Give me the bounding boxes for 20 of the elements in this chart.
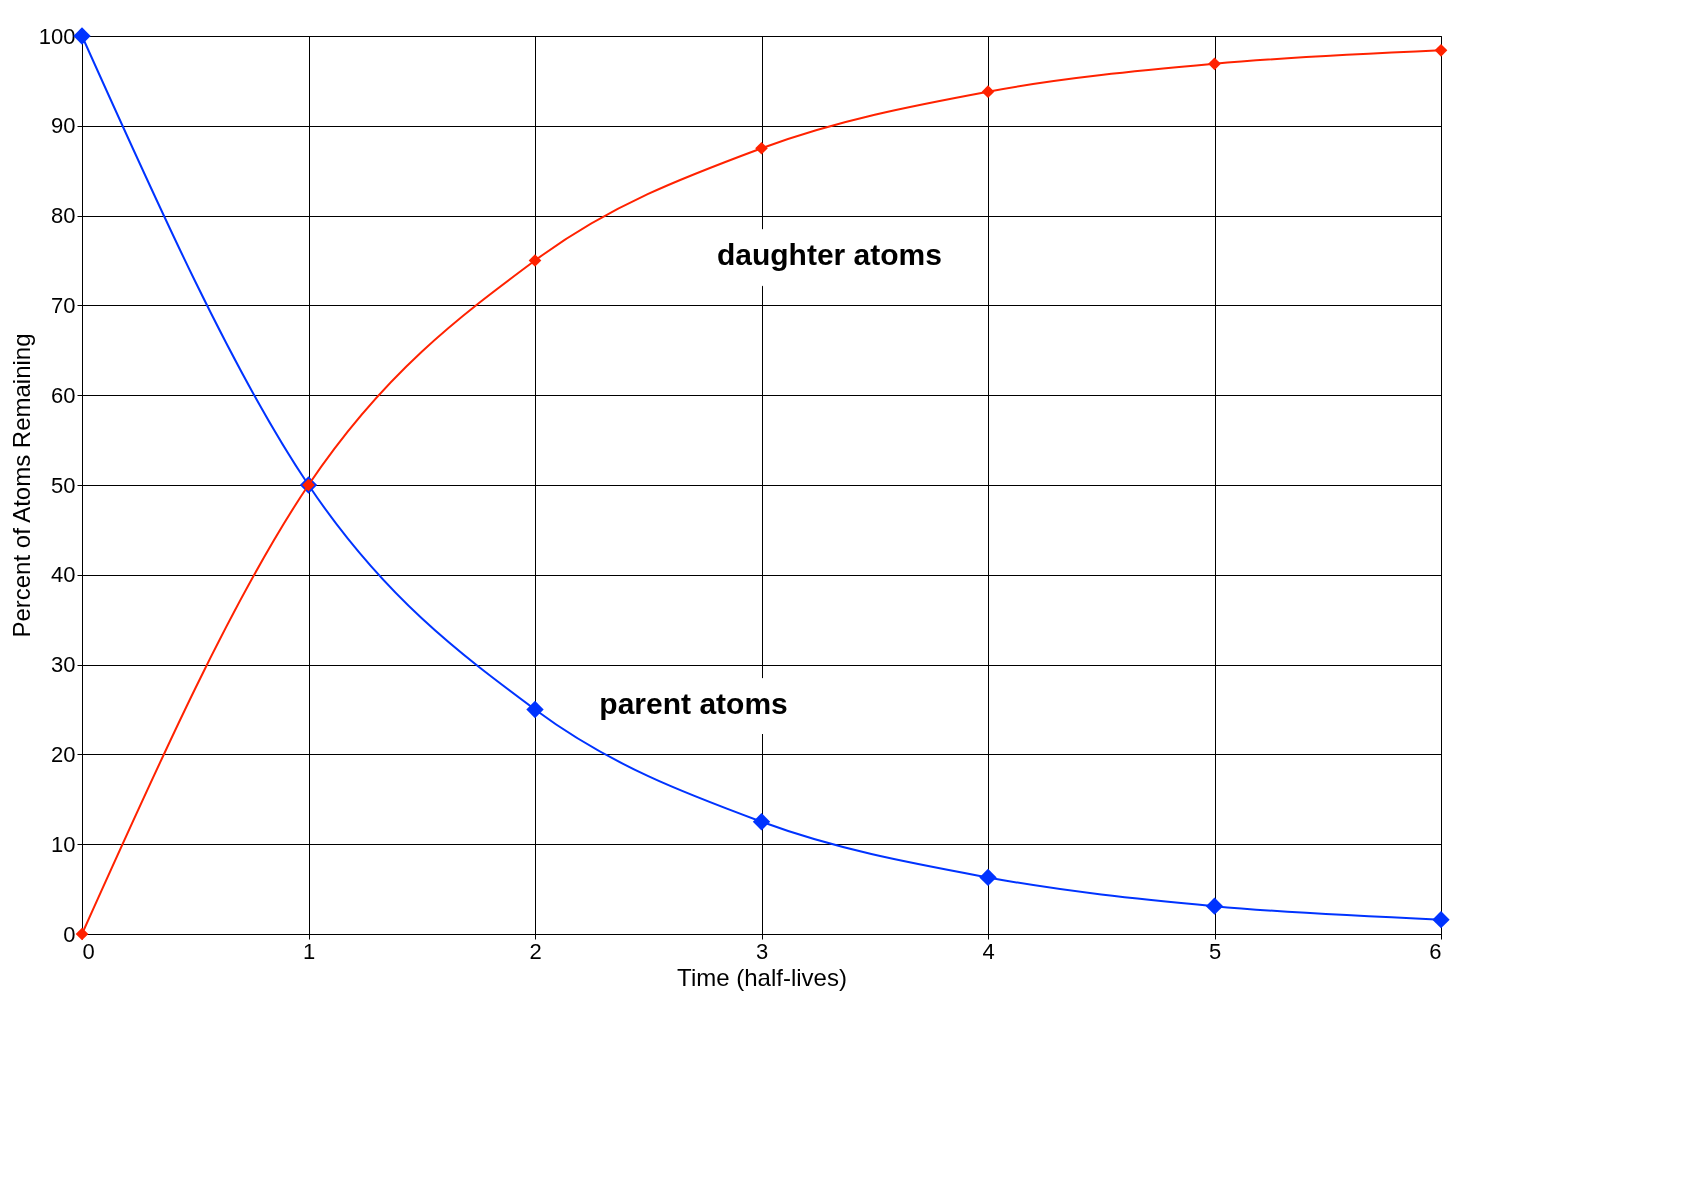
x-tick-label: 6 — [1429, 938, 1442, 964]
y-tick-label: 20 — [51, 741, 76, 767]
y-tick-label: 100 — [38, 23, 76, 49]
x-tick-label: 2 — [529, 938, 542, 964]
y-tick-label: 40 — [51, 562, 76, 588]
x-axis-title: Time (half-lives) — [677, 963, 847, 991]
y-tick-label: 80 — [51, 203, 76, 229]
x-tick-label: 4 — [982, 938, 995, 964]
y-tick-label: 70 — [51, 292, 76, 318]
y-tick-label: 90 — [51, 113, 76, 139]
y-tick-label: 60 — [51, 382, 76, 408]
x-tick-label: 1 — [302, 938, 316, 964]
x-tick-label: 3 — [755, 938, 769, 964]
y-tick-label: 50 — [51, 472, 76, 498]
y-axis-title: Percent of Atoms Remaining — [7, 333, 35, 638]
x-tick-label: 0 — [82, 938, 95, 964]
x-tick-label: 5 — [1208, 938, 1222, 964]
y-tick-label: 30 — [51, 652, 76, 678]
y-tick-label: 10 — [51, 831, 76, 857]
y-tick-label: 0 — [63, 921, 76, 947]
